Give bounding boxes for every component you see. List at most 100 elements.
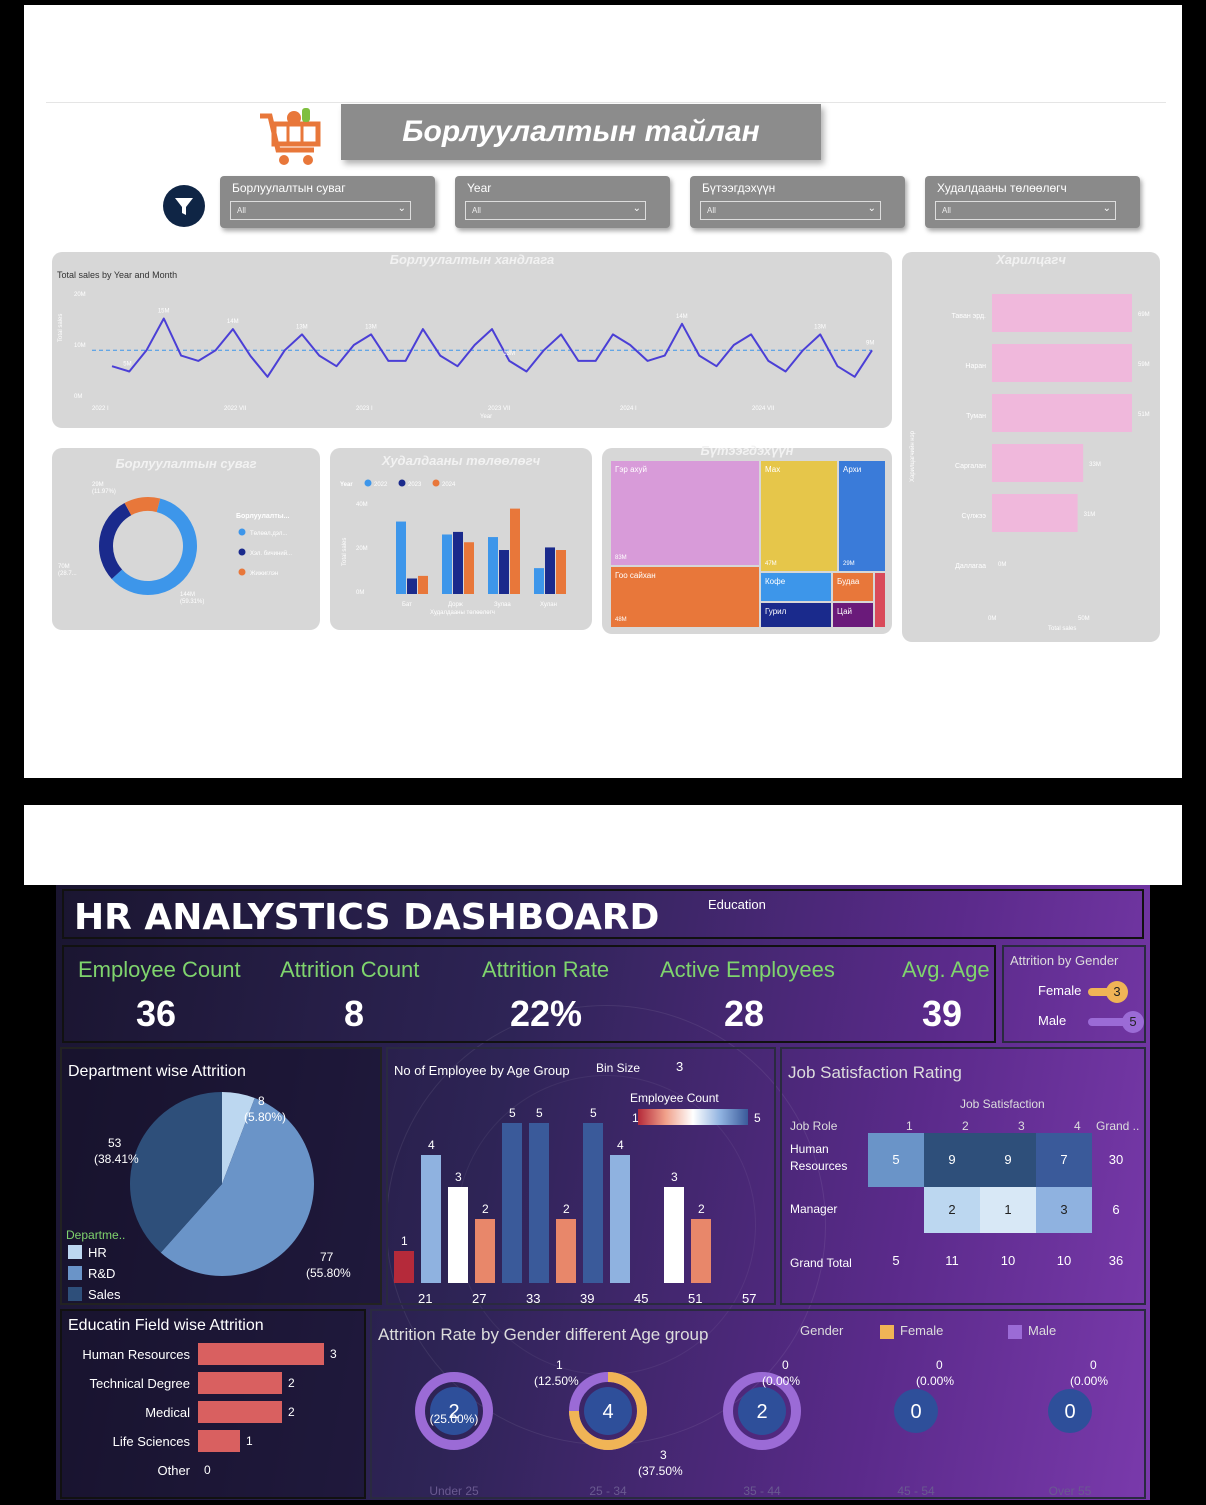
- rep-bar[interactable]: [418, 575, 428, 594]
- channel-legend-item[interactable]: Жижиглэн: [250, 571, 278, 577]
- rate-donut-empty[interactable]: [1048, 1389, 1092, 1433]
- dept-slice[interactable]: [160, 1098, 314, 1276]
- edu-bar[interactable]: [198, 1343, 324, 1365]
- channel-legend-title: Борлуулалты...: [236, 513, 290, 520]
- job-cell[interactable]: 10: [1000, 1253, 1016, 1268]
- age-bar[interactable]: [529, 1123, 549, 1283]
- job-cell[interactable]: 1: [980, 1187, 1036, 1233]
- rep-bar[interactable]: [510, 508, 520, 594]
- rep-legend-item[interactable]: 2024: [442, 482, 456, 488]
- edu-bar[interactable]: [198, 1372, 282, 1394]
- rate-legend-item[interactable]: Male: [1028, 1323, 1057, 1338]
- job-cell[interactable]: [868, 1187, 924, 1233]
- customer-bar[interactable]: [992, 394, 1132, 432]
- filter-icon[interactable]: [163, 185, 205, 227]
- job-cell[interactable]: 5: [892, 1253, 900, 1268]
- edu-bar[interactable]: [198, 1401, 282, 1423]
- job-cell[interactable]: 2: [924, 1187, 980, 1233]
- slicer-0[interactable]: Борлуулалтын суваг All ⌄: [220, 176, 435, 228]
- dept-legend-item[interactable]: R&D: [88, 1266, 115, 1281]
- age-bar[interactable]: [394, 1251, 414, 1283]
- job-cell[interactable]: 7: [1036, 1133, 1092, 1187]
- legend-dot-icon: [238, 548, 246, 556]
- product-tile[interactable]: Цай: [832, 602, 874, 628]
- rep-bar[interactable]: [407, 578, 417, 594]
- product-tile[interactable]: Кофе: [760, 572, 832, 602]
- slicer-dropdown[interactable]: All ⌄: [935, 201, 1116, 220]
- rep-bar[interactable]: [545, 547, 555, 594]
- job-cell[interactable]: 3: [1036, 1187, 1092, 1233]
- age-bar[interactable]: [583, 1123, 603, 1283]
- dept-slice[interactable]: [222, 1092, 255, 1184]
- rep-bar[interactable]: [499, 550, 509, 594]
- customer-bar[interactable]: [992, 294, 1132, 332]
- rate-donut-empty[interactable]: [894, 1389, 938, 1433]
- product-tile[interactable]: Гоо сайхан 48M: [610, 566, 760, 628]
- dept-legend-item[interactable]: HR: [88, 1245, 107, 1260]
- rep-bar[interactable]: [488, 537, 498, 594]
- customer-bar[interactable]: [992, 494, 1078, 532]
- slicer-dropdown[interactable]: All ⌄: [465, 201, 646, 220]
- age-bar[interactable]: [502, 1123, 522, 1283]
- bin-size-value[interactable]: 3: [676, 1059, 684, 1074]
- channel-legend-item[interactable]: Төлөөл.дэл...: [250, 531, 288, 537]
- age-bar[interactable]: [664, 1187, 684, 1283]
- dept-title: Department wise Attrition: [68, 1063, 246, 1080]
- gender-bar[interactable]: [1088, 988, 1112, 996]
- age-bar[interactable]: [421, 1155, 441, 1283]
- slicer-3[interactable]: Худалдааны төлөөлөгч All ⌄: [925, 176, 1140, 228]
- rate-donut-hole: [738, 1387, 786, 1435]
- rate-donut-male[interactable]: [723, 1372, 801, 1450]
- slicer-1[interactable]: Year All ⌄: [455, 176, 670, 228]
- edu-bar[interactable]: [198, 1430, 240, 1452]
- rep-bar[interactable]: [396, 521, 406, 594]
- slicer-dropdown[interactable]: All ⌄: [230, 201, 411, 220]
- age-bar[interactable]: [475, 1219, 495, 1283]
- product-tile[interactable]: Архи 29M: [838, 460, 886, 572]
- age-bar[interactable]: [691, 1219, 711, 1283]
- rate-top-pct: (0.00%: [762, 1374, 800, 1388]
- job-cell[interactable]: 10: [1056, 1253, 1072, 1268]
- age-bar[interactable]: [610, 1155, 630, 1283]
- channel-slice[interactable]: [124, 497, 161, 516]
- job-cell[interactable]: 6: [1112, 1202, 1120, 1217]
- job-cell[interactable]: 11: [945, 1253, 959, 1268]
- rep-bar[interactable]: [556, 550, 566, 594]
- age-bar[interactable]: [556, 1219, 576, 1283]
- rate-donut-male[interactable]: [415, 1372, 493, 1450]
- age-bar[interactable]: [448, 1187, 468, 1283]
- rate-legend-item[interactable]: Female: [900, 1323, 944, 1338]
- product-tile[interactable]: Будаа: [832, 572, 874, 602]
- customer-value-label: 31M: [1084, 512, 1096, 518]
- channel-slice[interactable]: [99, 502, 132, 579]
- product-tile[interactable]: Гурил: [760, 602, 832, 628]
- rep-bar[interactable]: [464, 542, 474, 594]
- gender-bar[interactable]: [1088, 1018, 1128, 1026]
- kpi-value: 22%: [510, 993, 583, 1034]
- product-tile[interactable]: Мах 47M: [760, 460, 838, 572]
- rep-bar[interactable]: [453, 531, 463, 594]
- channel-legend-item[interactable]: Хэл. бичиний...: [250, 550, 292, 557]
- product-tile[interactable]: [874, 572, 886, 628]
- slicer-2[interactable]: Бүтээгдэхүүн All ⌄: [690, 176, 905, 228]
- job-cell[interactable]: 9: [980, 1133, 1036, 1187]
- sales-trend-panel: Борлуулалтын хандлага Total sales by Yea…: [52, 252, 892, 428]
- rep-bar[interactable]: [534, 568, 544, 594]
- rep-bar[interactable]: [442, 534, 452, 594]
- job-cell[interactable]: 9: [924, 1133, 980, 1187]
- product-tile-value: 48M: [615, 617, 627, 623]
- product-tile[interactable]: Гэр ахуй 83M: [610, 460, 760, 566]
- customer-bar[interactable]: [992, 444, 1084, 482]
- rep-legend-item[interactable]: 2022: [374, 482, 388, 488]
- rep-legend-item[interactable]: 2023: [408, 482, 422, 488]
- dept-slice[interactable]: [130, 1092, 222, 1253]
- channel-slice[interactable]: [111, 498, 197, 595]
- edu-field-label: Technical Degree: [89, 1376, 190, 1391]
- customer-bar[interactable]: [992, 344, 1132, 382]
- job-cell[interactable]: 30: [1108, 1152, 1124, 1167]
- job-cell[interactable]: 5: [868, 1133, 924, 1187]
- job-cell[interactable]: 36: [1108, 1253, 1124, 1268]
- rate-donut-female[interactable]: [569, 1372, 647, 1450]
- dept-legend-item[interactable]: Sales: [88, 1287, 121, 1302]
- slicer-dropdown[interactable]: All ⌄: [700, 201, 881, 220]
